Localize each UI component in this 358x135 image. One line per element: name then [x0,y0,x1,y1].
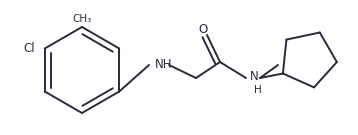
Text: CH₃: CH₃ [72,14,92,24]
Text: NH: NH [155,58,173,72]
Text: N: N [250,70,258,84]
Text: Cl: Cl [23,42,35,55]
Text: O: O [198,23,208,36]
Text: H: H [254,85,262,95]
